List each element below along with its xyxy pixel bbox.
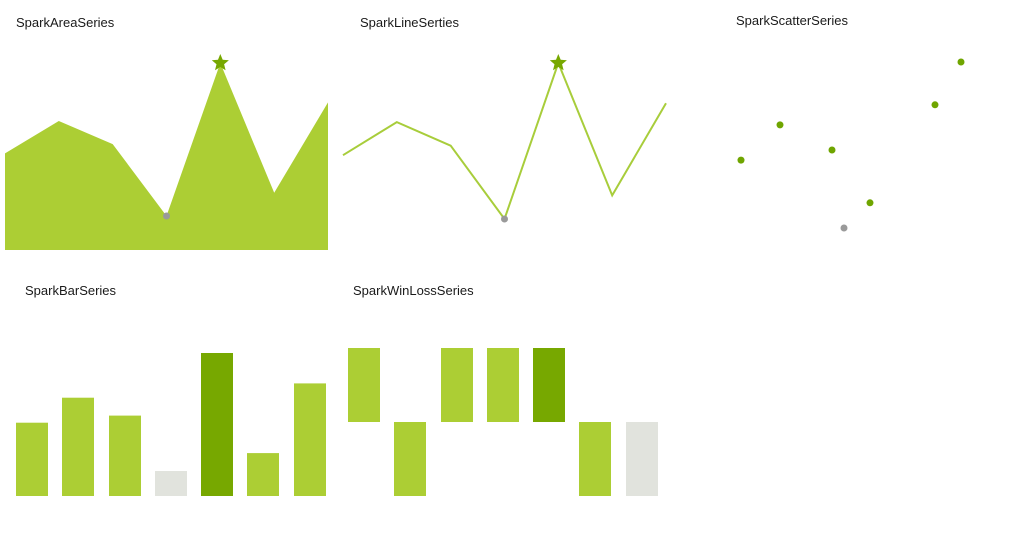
scatter-point	[828, 146, 836, 154]
bar	[16, 422, 48, 496]
winloss-chart-title: SparkWinLossSeries	[353, 283, 474, 298]
bar-low	[155, 471, 187, 496]
bar-high	[201, 353, 233, 496]
line-chart-title: SparkLineSerties	[360, 15, 459, 30]
scatter-point	[737, 156, 745, 164]
area-fill	[5, 63, 328, 250]
area-high-point-star	[211, 54, 229, 71]
line-high-point-star	[549, 54, 567, 71]
scatter-point	[866, 199, 874, 207]
area-low-point-marker	[163, 212, 170, 220]
line-low-point-marker	[501, 215, 508, 223]
scatter-point	[931, 101, 939, 109]
bar	[109, 415, 141, 496]
bar	[247, 453, 279, 496]
scatter-chart-title: SparkScatterSeries	[736, 13, 848, 28]
loss-bar	[579, 422, 611, 496]
win-bar	[348, 348, 380, 422]
bar	[62, 397, 94, 496]
area-chart-title: SparkAreaSeries	[16, 15, 115, 30]
win-bar	[487, 348, 519, 422]
win-bar	[441, 348, 473, 422]
loss-bar	[394, 422, 426, 496]
win-bar-high	[533, 348, 565, 422]
bar	[294, 383, 326, 496]
scatter-point	[776, 121, 784, 129]
bar-chart-title: SparkBarSeries	[25, 283, 117, 298]
scatter-point	[957, 58, 965, 66]
scatter-low-point-marker	[840, 224, 848, 232]
loss-bar-last	[626, 422, 658, 496]
